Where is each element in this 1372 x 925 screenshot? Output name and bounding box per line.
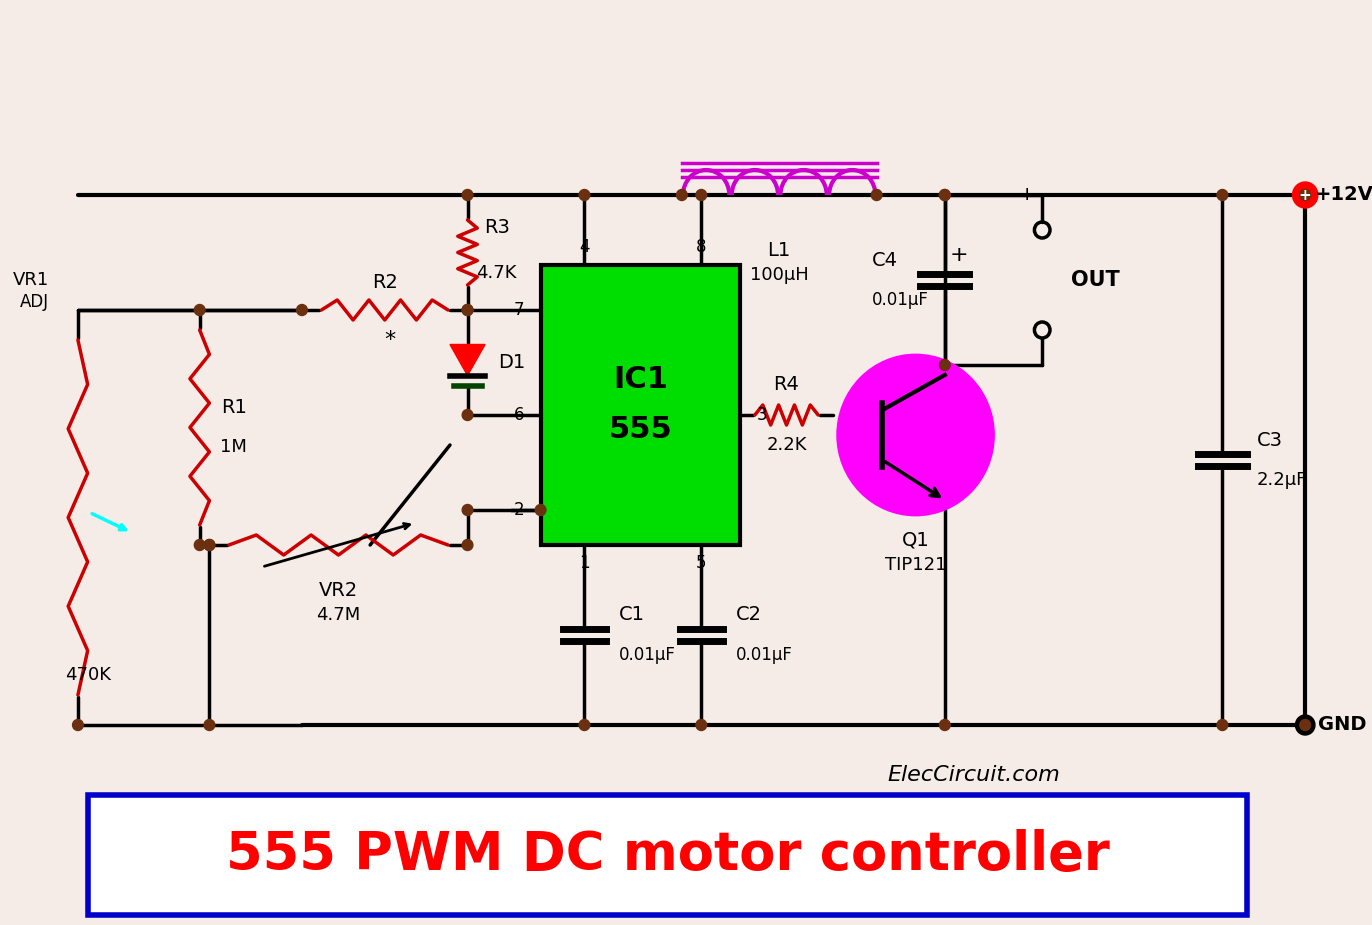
Text: TIP121: TIP121 (885, 556, 947, 574)
Text: D1: D1 (498, 353, 525, 372)
Circle shape (204, 720, 215, 731)
Text: 2.2K: 2.2K (767, 436, 807, 454)
Circle shape (195, 304, 204, 315)
Circle shape (838, 355, 993, 515)
Text: 1M: 1M (221, 438, 247, 457)
Text: C4: C4 (871, 251, 897, 269)
Text: 0.01μF: 0.01μF (871, 291, 929, 309)
Circle shape (940, 720, 951, 731)
Text: ADJ: ADJ (19, 293, 48, 311)
Text: 470K: 470K (64, 666, 111, 684)
Text: +: + (949, 245, 969, 265)
Circle shape (676, 190, 687, 201)
Text: VR1: VR1 (12, 271, 48, 289)
Circle shape (296, 304, 307, 315)
Text: 7: 7 (514, 301, 524, 319)
Text: +12V: +12V (1314, 186, 1372, 204)
Text: C2: C2 (735, 606, 761, 624)
Circle shape (1299, 190, 1310, 201)
Text: 0.01μF: 0.01μF (735, 646, 792, 664)
Circle shape (73, 720, 84, 731)
Text: 4: 4 (579, 238, 590, 256)
Text: L1: L1 (767, 240, 790, 260)
Text: C1: C1 (619, 606, 645, 624)
Text: 4.7M: 4.7M (317, 606, 361, 624)
Text: R1: R1 (221, 398, 247, 417)
Text: ElecCircuit.com: ElecCircuit.com (888, 765, 1061, 785)
Text: *: * (384, 330, 395, 350)
Text: 1: 1 (579, 554, 590, 572)
Circle shape (204, 539, 215, 550)
Circle shape (696, 190, 707, 201)
Circle shape (1217, 190, 1228, 201)
Circle shape (462, 504, 473, 515)
Text: 5: 5 (696, 554, 707, 572)
Polygon shape (450, 344, 486, 376)
Circle shape (535, 504, 546, 515)
Text: C3: C3 (1257, 430, 1283, 450)
Circle shape (1217, 720, 1228, 731)
Bar (88, 795, 1247, 915)
Text: 555 PWM DC motor controller: 555 PWM DC motor controller (226, 829, 1110, 881)
Text: R4: R4 (774, 376, 800, 394)
Circle shape (462, 304, 473, 315)
Text: 2: 2 (514, 501, 524, 519)
Circle shape (940, 360, 951, 371)
Text: 8: 8 (696, 238, 707, 256)
Circle shape (696, 720, 707, 731)
Circle shape (195, 539, 204, 550)
Circle shape (579, 190, 590, 201)
Text: IC1: IC1 (613, 365, 668, 394)
Circle shape (940, 190, 951, 201)
Text: 100μH: 100μH (750, 266, 808, 284)
Text: Q1: Q1 (901, 531, 929, 549)
Text: 2.2μF: 2.2μF (1257, 471, 1308, 489)
Circle shape (204, 539, 215, 550)
Circle shape (462, 304, 473, 315)
Circle shape (871, 190, 882, 201)
Bar (541, 265, 741, 545)
Circle shape (1295, 715, 1314, 735)
Text: +: + (1019, 186, 1036, 204)
Text: +: + (1299, 188, 1312, 203)
Text: VR2: VR2 (318, 581, 358, 599)
Text: –: – (1022, 355, 1033, 375)
Circle shape (462, 539, 473, 550)
Text: 4.7K: 4.7K (476, 264, 517, 281)
Circle shape (1299, 720, 1310, 731)
Text: R2: R2 (372, 273, 398, 291)
Text: 555: 555 (609, 415, 672, 445)
Circle shape (940, 190, 951, 201)
Circle shape (579, 720, 590, 731)
Circle shape (1292, 182, 1318, 208)
Text: R3: R3 (484, 218, 509, 237)
Text: 3: 3 (756, 406, 767, 424)
Circle shape (462, 410, 473, 421)
Text: GND: GND (1318, 716, 1367, 734)
Text: 6: 6 (514, 406, 524, 424)
Text: 0.01μF: 0.01μF (619, 646, 675, 664)
Circle shape (462, 190, 473, 201)
Text: OUT: OUT (1072, 270, 1120, 290)
